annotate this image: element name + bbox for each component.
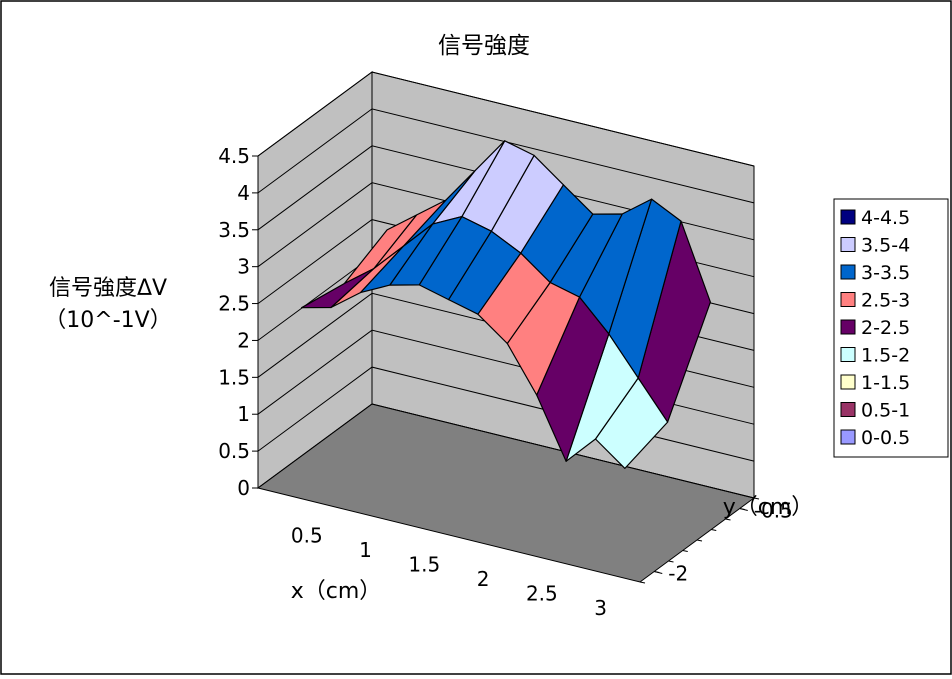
z-tick-label-0: 0: [237, 476, 250, 500]
y-minor-tick-2: [668, 560, 674, 563]
z-tick-label-1: 0.5: [218, 439, 250, 463]
surface-mesh: [301, 140, 712, 469]
y-minor-tick-3: [682, 550, 688, 552]
z-tick-label-6: 3: [237, 255, 250, 279]
z-tick-label-2: 1: [237, 402, 250, 426]
y-minor-tick-4: [696, 539, 703, 542]
x-tick-label-5: 3: [594, 596, 607, 620]
legend-label-1: 3.5-4: [861, 235, 910, 257]
legend-swatch-0: [840, 209, 856, 225]
z-axis-unit: （10^-1V）: [44, 308, 171, 333]
legend-label-5: 1.5-2: [861, 345, 910, 367]
gridline-8: [257, 108, 755, 204]
legend-swatch-8: [840, 429, 856, 445]
y-tick-label-0: -0.5: [754, 499, 793, 523]
gridline-9: [257, 71, 755, 167]
legend-swatch-5: [840, 347, 856, 362]
z-tick-label-5: 2.5: [218, 292, 250, 316]
legend-label-3: 2.5-3: [861, 290, 910, 312]
legend-label-6: 1-1.5: [861, 372, 910, 394]
z-tick-label-9: 4.5: [218, 144, 250, 168]
legend-swatch-7: [840, 402, 856, 417]
legend-swatch-3: [840, 292, 856, 307]
y-minor-tick-0: [639, 581, 646, 584]
x-axis-title: x（cm）: [291, 579, 382, 604]
legend: 4-4.5 3.5-4 3-3.5 2.5-3 2-2.5 1.5-2 1-1.5 0.5-1…: [833, 198, 949, 458]
tick-labels: 0 0.5 1 1.5 2 2.5 3 3.5 4 4.5 0.5 1 1.5 2 2.5 3 -0.5 -2: [218, 144, 793, 620]
y-axis-title: y（cm）: [723, 495, 814, 520]
z-tick-label-3: 1.5: [218, 365, 250, 389]
legend-label-4: 2-2.5: [861, 317, 910, 339]
x-tick-label-2: 1.5: [408, 552, 440, 576]
y-minor-tick-5: [711, 529, 717, 531]
z-tick-label-4: 2: [237, 328, 250, 352]
legend-label-2: 3-3.5: [861, 262, 910, 284]
legend-label-8: 0-0.5: [861, 427, 910, 449]
legend-swatch-6: [840, 374, 856, 390]
surface-cell-1-0: [301, 268, 375, 309]
y-minor-tick-6: [725, 518, 731, 521]
legend-label-0: 4-4.5: [861, 207, 910, 229]
legend-swatch-2: [840, 264, 856, 280]
y-minor-tick-8: [753, 497, 760, 500]
y-tick-label-1: -2: [668, 562, 688, 586]
x-tick-label-3: 2: [477, 567, 490, 591]
z-axis-title: 信号強度ΔV: [49, 276, 167, 301]
z-tick-label-7: 3.5: [218, 218, 250, 242]
legend-swatch-1: [840, 237, 856, 252]
legend-swatch-4: [840, 319, 856, 335]
gridline-7: [257, 145, 755, 241]
z-tick-label-8: 4: [237, 181, 250, 205]
legend-label-7: 0.5-1: [861, 400, 910, 422]
chart-title: 信号強度: [438, 33, 530, 59]
y-minor-tick-7: [739, 508, 745, 510]
x-tick-label-1: 1: [359, 538, 372, 562]
x-tick-label-4: 2.5: [526, 581, 558, 605]
x-tick-label-0: 0.5: [291, 523, 323, 547]
y-minor-tick-1: [654, 571, 660, 573]
